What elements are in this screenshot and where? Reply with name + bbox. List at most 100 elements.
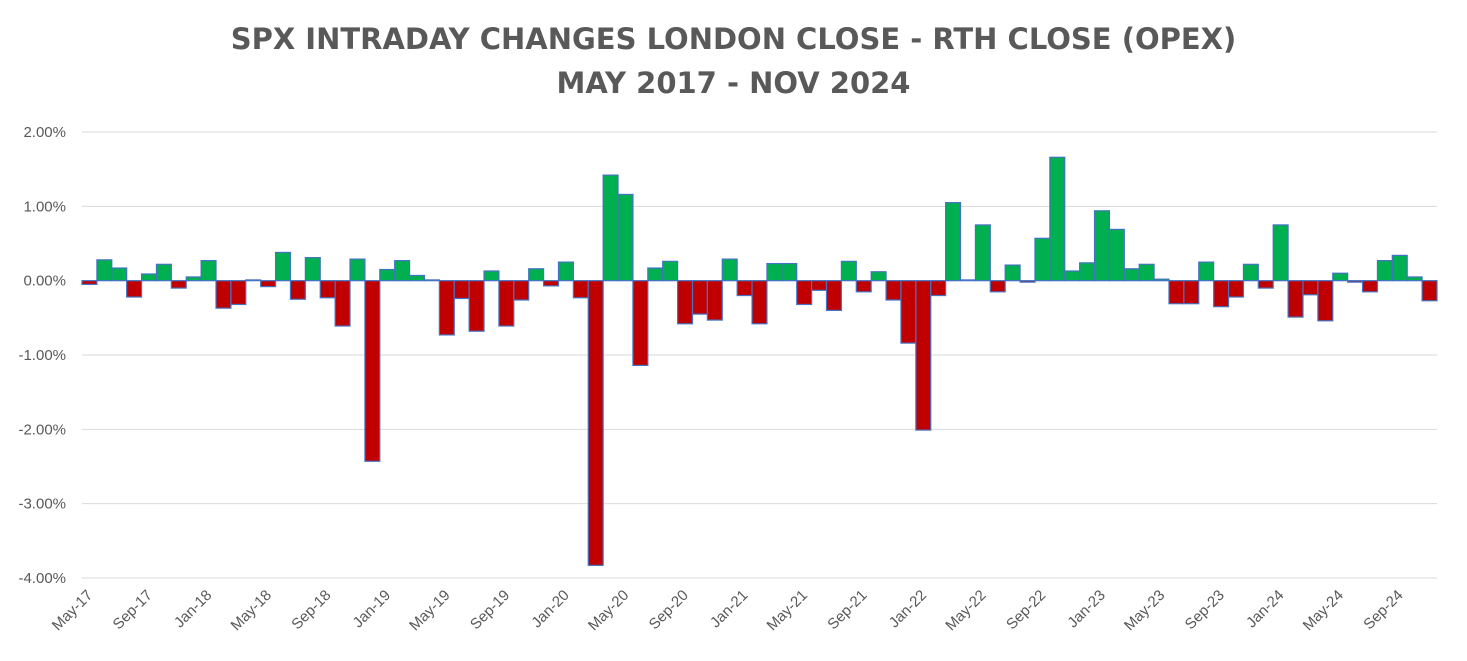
bar-Oct-20 <box>691 280 708 315</box>
bar-Nov-19 <box>528 268 545 282</box>
bar-Apr-21 <box>781 262 798 282</box>
bar-Aug-20 <box>662 260 679 282</box>
x-tick-label: May-19 <box>406 587 453 634</box>
bar-Jun-22 <box>989 280 1006 293</box>
x-tick-label: May-24 <box>1300 587 1347 634</box>
x-tick-label: Jan-22 <box>886 587 930 631</box>
bar-May-18 <box>260 280 277 288</box>
bar-Jun-20 <box>632 280 649 367</box>
x-tick-label: Jan-19 <box>350 587 394 631</box>
y-tick-label: 2.00% <box>23 124 66 141</box>
bar-May-20 <box>617 193 634 282</box>
x-tick-label: May-22 <box>942 587 989 634</box>
bar-Nov-18 <box>349 258 366 282</box>
x-tick-label: Sep-24 <box>1360 587 1406 633</box>
y-tick-label: -3.00% <box>18 496 66 513</box>
bar-Aug-19 <box>483 270 500 282</box>
bar-Nov-20 <box>706 280 723 321</box>
bar-Apr-22 <box>959 279 977 282</box>
bar-Dec-22 <box>1079 262 1096 282</box>
bar-Aug-23 <box>1198 261 1215 282</box>
bar-Jan-24 <box>1272 224 1289 282</box>
bar-May-19 <box>438 280 455 336</box>
bar-Mar-23 <box>1123 268 1140 282</box>
chart-title: SPX INTRADAY CHANGES LONDON CLOSE - RTH … <box>230 22 1237 56</box>
x-tick-label: Sep-23 <box>1182 587 1228 633</box>
bar-Jan-20 <box>557 261 574 282</box>
bar-Sep-22 <box>1034 237 1051 282</box>
bar-Jul-22 <box>1004 264 1021 282</box>
bar-Feb-20 <box>572 280 589 299</box>
x-tick-label: Jan-20 <box>528 587 572 631</box>
bar-Dec-20 <box>721 258 738 282</box>
y-tick-label: -2.00% <box>18 421 66 438</box>
bar-Apr-20 <box>602 174 619 282</box>
bar-Jun-24 <box>1347 280 1364 283</box>
bar-Nov-21 <box>885 280 902 301</box>
bar-May-21 <box>796 280 813 306</box>
x-tick-label: Jan-24 <box>1243 587 1287 631</box>
x-tick-label: Jan-18 <box>171 587 215 631</box>
bar-Jan-18 <box>200 260 217 282</box>
x-tick-label: May-20 <box>585 587 632 634</box>
bar-Sep-18 <box>319 280 336 299</box>
bar-Apr-18 <box>245 279 262 282</box>
bar-Oct-23 <box>1227 280 1245 298</box>
bar-Mar-20 <box>587 280 604 566</box>
chart-subtitle: MAY 2017 - NOV 2024 <box>556 66 911 100</box>
bar-May-23 <box>1153 278 1170 282</box>
x-tick-label: Sep-20 <box>646 587 692 633</box>
x-tick-label: May-18 <box>228 587 275 634</box>
bar-Jul-20 <box>647 267 664 282</box>
bar-Aug-24 <box>1376 260 1393 282</box>
y-tick-label: 0.00% <box>23 273 66 290</box>
bar-Feb-18 <box>215 280 232 309</box>
bar-Dec-23 <box>1257 280 1274 289</box>
bar-Dec-18 <box>364 280 381 462</box>
bar-Jul-17 <box>111 267 128 282</box>
bar-Aug-21 <box>840 260 857 282</box>
bar-Jul-18 <box>289 280 306 300</box>
x-tick-label: Sep-18 <box>288 587 334 633</box>
bar-Sep-19 <box>498 280 515 327</box>
bar-Jul-24 <box>1361 280 1379 293</box>
bar-Mar-18 <box>230 280 247 306</box>
bar-Apr-19 <box>423 279 440 282</box>
bar-Feb-23 <box>1108 228 1125 282</box>
bar-Jan-19 <box>379 268 396 282</box>
bar-Dec-17 <box>185 276 202 282</box>
x-tick-label: Sep-17 <box>110 587 156 633</box>
bar-Jul-19 <box>468 280 485 332</box>
x-tick-label: May-23 <box>1121 587 1168 634</box>
bar-Jan-22 <box>915 280 932 431</box>
x-tick-label: Sep-22 <box>1003 587 1049 633</box>
bar-Sep-23 <box>1213 280 1230 308</box>
y-tick-label: -4.00% <box>18 570 66 587</box>
bar-Sep-24 <box>1391 254 1408 282</box>
bar-Feb-24 <box>1287 280 1304 318</box>
bar-Sep-17 <box>140 273 158 282</box>
bar-Jun-23 <box>1168 280 1185 305</box>
bar-Apr-23 <box>1138 263 1155 282</box>
bar-Nov-23 <box>1242 263 1259 282</box>
bar-Oct-17 <box>155 263 172 282</box>
bar-Jun-19 <box>453 280 470 300</box>
bar-Jan-23 <box>1093 210 1111 282</box>
bar-Jun-18 <box>274 251 292 282</box>
bar-Oct-19 <box>513 280 530 301</box>
bar-Jul-23 <box>1183 280 1200 305</box>
bar-Nov-24 <box>1421 280 1438 302</box>
x-tick-label: Sep-21 <box>824 587 870 633</box>
x-tick-label: Jan-23 <box>1064 587 1108 631</box>
bar-May-22 <box>974 224 991 282</box>
bar-Mar-19 <box>408 274 426 282</box>
bar-Feb-21 <box>751 280 768 325</box>
x-tick-label: Sep-19 <box>467 587 513 633</box>
bar-Feb-22 <box>930 280 947 297</box>
bar-Mar-21 <box>766 262 783 282</box>
y-tick-label: -1.00% <box>18 347 66 364</box>
bar-Sep-20 <box>676 280 694 325</box>
bar-Nov-22 <box>1064 270 1081 282</box>
x-tick-label: Jan-21 <box>707 587 751 631</box>
